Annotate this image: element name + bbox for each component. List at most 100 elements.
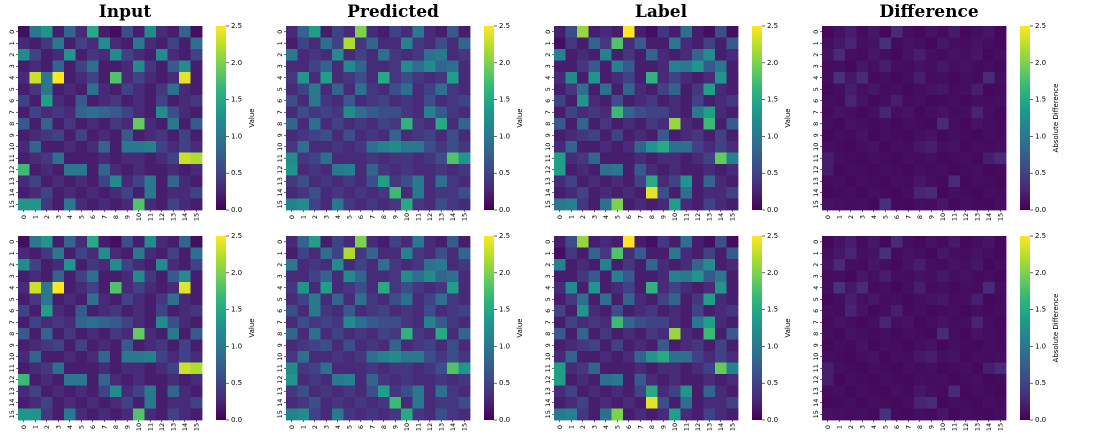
heatmap-cell — [343, 83, 356, 96]
heatmap-cell — [646, 374, 658, 386]
heatmap-cell — [320, 60, 333, 73]
heatmap-cell — [983, 408, 995, 421]
heatmap-cell — [623, 26, 635, 38]
heatmap-cell — [110, 37, 122, 50]
heatmap-cell — [680, 72, 693, 84]
heatmap-cell — [144, 339, 157, 352]
heatmap-cell — [994, 316, 1007, 329]
heatmap-cell — [52, 118, 65, 130]
colorbar — [1020, 236, 1030, 420]
heatmap-cell — [960, 26, 972, 38]
heatmap-cell — [41, 236, 53, 248]
heatmap-cell — [925, 270, 938, 283]
heatmap-cell — [657, 282, 670, 294]
heatmap-cell — [600, 95, 612, 107]
heatmap-cell — [190, 259, 203, 271]
heatmap-cell — [726, 118, 739, 130]
heatmap-cell — [925, 72, 938, 84]
heatmap-cell — [179, 175, 191, 188]
heatmap-cell — [424, 247, 436, 260]
heatmap-cell — [971, 187, 984, 199]
heatmap-cell — [960, 351, 972, 363]
heatmap-cell — [948, 374, 961, 386]
heatmap-cell — [320, 37, 333, 50]
heatmap-cell — [332, 328, 344, 340]
colorbar — [484, 236, 494, 420]
heatmap-cell — [286, 187, 298, 199]
heatmap-cell — [902, 282, 915, 294]
x-tick-label: 11 — [414, 213, 422, 221]
heatmap-cell — [121, 374, 134, 386]
heatmap-cell — [458, 187, 471, 199]
heatmap-cell — [41, 60, 53, 73]
colorbar-tick-label: 2.0 — [499, 59, 510, 67]
heatmap-cell — [868, 397, 880, 409]
heatmap-cell — [669, 259, 681, 271]
heatmap-cell — [565, 118, 578, 130]
x-tick-label: 11 — [950, 213, 958, 221]
heatmap-cell — [75, 259, 88, 271]
heatmap-cell — [110, 95, 122, 107]
heatmap-cell — [133, 72, 145, 84]
heatmap-cell — [18, 95, 30, 107]
heatmap-cell — [320, 141, 333, 153]
x-tick-label: 8 — [380, 215, 388, 219]
heatmap-cell — [937, 187, 949, 199]
heatmap-cell — [29, 118, 42, 130]
heatmap-cell — [994, 247, 1007, 260]
heatmap-cell — [902, 37, 915, 50]
heatmap-cell — [179, 339, 191, 352]
heatmap-cell — [669, 316, 681, 329]
heatmap-cell — [669, 282, 681, 294]
heatmap-cell — [715, 187, 727, 199]
heatmap-cell — [320, 270, 333, 283]
colorbar-tick-label: 1.5 — [499, 306, 510, 314]
heatmap-cell — [845, 95, 857, 107]
heatmap-cell — [98, 175, 111, 188]
heatmap-cell — [378, 72, 390, 84]
x-tick-label: 5 — [613, 425, 621, 429]
x-tick-label: 14 — [449, 213, 457, 221]
heatmap-cell — [343, 374, 356, 386]
heatmap-cell — [856, 385, 869, 398]
heatmap-cell — [914, 152, 926, 165]
heatmap-cell — [18, 408, 30, 421]
heatmap-cell — [971, 198, 984, 211]
heatmap-cell — [18, 187, 30, 199]
x-tick-label: 6 — [89, 425, 97, 429]
heatmap-cell — [845, 37, 857, 50]
heatmap-cell — [611, 316, 624, 329]
heatmap-cell — [948, 316, 961, 329]
heatmap-cell — [332, 60, 344, 73]
heatmap-cell — [343, 351, 356, 363]
heatmap-cell — [121, 198, 134, 211]
heatmap-cell — [611, 129, 624, 142]
heatmap-cell — [424, 72, 436, 84]
heatmap-cell — [389, 95, 402, 107]
heatmap-cell — [167, 198, 180, 211]
heatmap-cell — [600, 141, 612, 153]
heatmap-cell — [971, 293, 984, 306]
heatmap-cell — [343, 37, 356, 50]
heatmap-cell — [914, 26, 926, 38]
heatmap-cell — [611, 385, 624, 398]
heatmap-cell — [845, 351, 857, 363]
heatmap-cell — [401, 270, 413, 283]
heatmap-cell — [657, 152, 670, 165]
heatmap-cell — [64, 175, 76, 188]
heatmap-cell — [412, 397, 425, 409]
heatmap-cell — [424, 141, 436, 153]
heatmap-cell — [646, 328, 658, 340]
heatmap-cell — [891, 164, 903, 176]
heatmap-cell — [937, 118, 949, 130]
heatmap-cell — [611, 293, 624, 306]
heatmap-cell — [914, 83, 926, 96]
heatmap-cell — [52, 164, 65, 176]
heatmap-cell — [110, 362, 122, 375]
heatmap-cell — [925, 339, 938, 352]
heatmap-cell — [167, 118, 180, 130]
heatmap-cell — [297, 198, 310, 211]
heatmap-cell — [692, 305, 704, 317]
heatmap-cell — [320, 259, 333, 271]
y-tick-label: 4 — [812, 76, 820, 80]
